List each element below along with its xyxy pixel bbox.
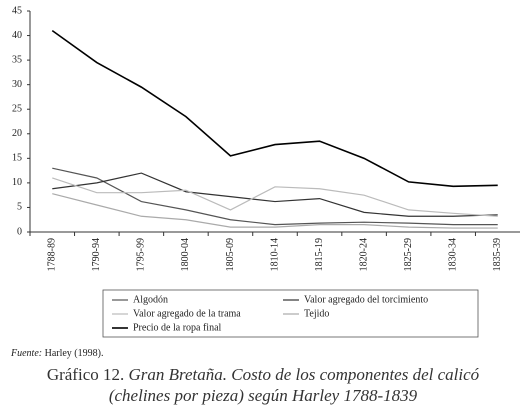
caption: Gráfico 12. Gran Bretaña. Costo de los c…: [47, 365, 480, 384]
y-tick-label: 0: [17, 226, 22, 237]
y-tick-label: 10: [12, 177, 22, 188]
y-tick-label: 45: [12, 5, 22, 16]
caption-number: Gráfico 12.: [47, 365, 124, 384]
legend-label: Tejido: [304, 308, 329, 319]
x-tick-label: 1795-99: [136, 238, 147, 271]
series-line: [52, 193, 498, 229]
y-tick-label: 20: [12, 128, 22, 139]
x-tick-label: 1790-94: [91, 238, 102, 271]
y-tick-label: 30: [12, 79, 22, 90]
x-tick-label: 1815-19: [314, 238, 325, 271]
x-tick-label: 1788-89: [47, 238, 58, 271]
legend-label: Algodón: [133, 294, 168, 305]
x-tick-label: 1830-34: [447, 238, 458, 271]
y-tick-label: 5: [17, 202, 22, 213]
legend-label: Valor agregado del torcimiento: [304, 294, 428, 305]
source-label: Fuente:: [10, 348, 42, 359]
series-line: [52, 172, 498, 217]
y-tick-label: 15: [12, 153, 22, 164]
legend-label: Precio de la ropa final: [133, 322, 222, 333]
legend-label: Valor agregado de la trama: [133, 308, 241, 319]
caption-line: Gran Bretaña. Costo de los componentes d…: [129, 365, 480, 384]
x-tick-label: 1800-04: [180, 238, 191, 271]
source: Fuente: Harley (1998).: [10, 348, 103, 359]
caption-line: (chelines por pieza) según Harley 1788-1…: [109, 386, 418, 405]
y-tick-label: 35: [12, 54, 22, 65]
x-tick-label: 1825-29: [403, 238, 414, 271]
x-tick-label: 1810-14: [269, 238, 280, 271]
series-line: [52, 167, 498, 226]
series-line: [51, 29, 498, 188]
series-line: [52, 177, 498, 217]
legend-box: [102, 289, 479, 338]
x-tick-label: 1805-09: [225, 238, 236, 271]
x-tick-label: 1835-39: [492, 238, 503, 271]
source-text: Harley (1998).: [45, 348, 104, 359]
x-tick-label: 1820-24: [358, 238, 369, 271]
y-tick-label: 25: [12, 104, 22, 115]
y-tick-label: 40: [12, 30, 22, 41]
